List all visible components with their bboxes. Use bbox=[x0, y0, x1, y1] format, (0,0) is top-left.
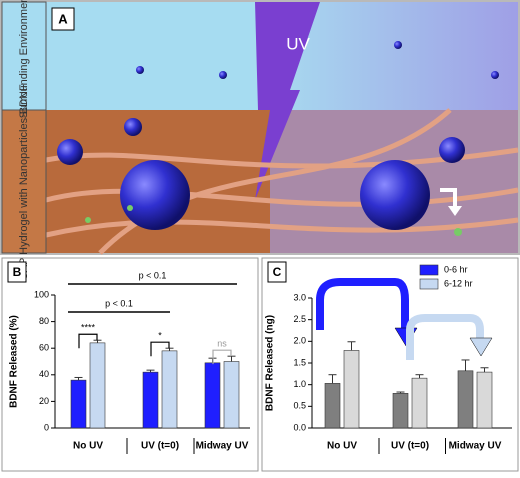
bar bbox=[457, 370, 474, 429]
panel-label-box bbox=[7, 261, 27, 283]
y-tick-label: 3.0 bbox=[293, 292, 306, 302]
uv-label: UV bbox=[286, 34, 310, 53]
legend-swatch bbox=[419, 264, 439, 276]
bar bbox=[70, 379, 87, 429]
x-tick-label: Midway UV bbox=[449, 441, 502, 452]
panel-label: C bbox=[273, 265, 282, 279]
panel-frame bbox=[261, 257, 519, 472]
y-axis-label: BDNF Released (ng) bbox=[265, 315, 276, 411]
y-tick-label: 0 bbox=[44, 422, 49, 432]
x-tick-label: No UV bbox=[327, 441, 357, 452]
y-tick-label: 0.0 bbox=[293, 422, 306, 432]
x-tick-label: UV (t=0) bbox=[391, 441, 429, 452]
bar bbox=[343, 350, 360, 429]
panel-label: A bbox=[58, 11, 68, 26]
x-tick-label: UV (t=0) bbox=[141, 441, 179, 452]
significance-bracket bbox=[78, 333, 98, 349]
panel-a: A Surrounding Environment SAP Hydrogel w… bbox=[0, 0, 520, 280]
significance-bracket bbox=[212, 349, 232, 365]
bar bbox=[392, 393, 409, 429]
y-tick-label: 0.5 bbox=[293, 401, 306, 411]
y-tick-label: 100 bbox=[34, 289, 49, 299]
bar bbox=[142, 371, 159, 429]
x-tick-label: Midway UV bbox=[196, 441, 249, 452]
significance-label: p < 0.1 bbox=[105, 298, 133, 308]
y-tick-label: 60 bbox=[39, 343, 49, 353]
legend-label: 6-12 hr bbox=[444, 278, 473, 288]
bar bbox=[476, 371, 493, 429]
y-tick-label: 20 bbox=[39, 396, 49, 406]
x-tick-label: No UV bbox=[73, 441, 103, 452]
legend-label: 0-6 hr bbox=[444, 264, 468, 274]
significance-label: * bbox=[158, 331, 162, 341]
y-axis-label: BDNF Released (%) bbox=[9, 315, 20, 408]
region-label: SAP Hydrogel with Nanoparticles-BDNF bbox=[18, 84, 30, 280]
y-tick-label: 80 bbox=[39, 316, 49, 326]
significance-bracket bbox=[150, 341, 170, 357]
panel-label-box bbox=[267, 261, 287, 283]
bar bbox=[204, 362, 221, 429]
bar bbox=[223, 361, 240, 429]
panel-label: B bbox=[13, 265, 22, 279]
region-label: Surrounding Environment bbox=[18, 0, 30, 118]
significance-label: p < 0.1 bbox=[139, 270, 167, 280]
panel-frame bbox=[1, 257, 259, 472]
y-tick-label: 2.5 bbox=[293, 314, 306, 324]
bar bbox=[411, 377, 428, 429]
y-tick-label: 40 bbox=[39, 369, 49, 379]
y-tick-label: 2.0 bbox=[293, 336, 306, 346]
bar bbox=[161, 350, 178, 429]
bar bbox=[324, 383, 341, 429]
significance-label: ns bbox=[217, 339, 227, 349]
legend-swatch bbox=[419, 278, 439, 290]
y-tick-label: 1.0 bbox=[293, 379, 306, 389]
bar bbox=[89, 342, 106, 429]
y-tick-label: 1.5 bbox=[293, 357, 306, 367]
panel-c-arrows bbox=[316, 278, 493, 360]
significance-label: **** bbox=[81, 323, 96, 333]
